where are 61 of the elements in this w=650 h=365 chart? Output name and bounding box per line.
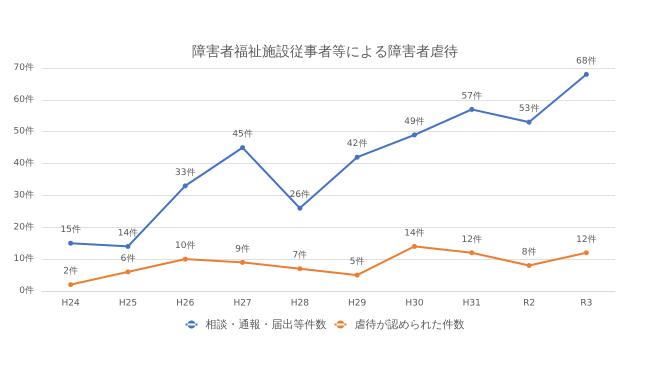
x-tick-label: H25 — [118, 298, 138, 308]
data-label: 14件 — [118, 227, 138, 238]
point — [125, 269, 130, 274]
point — [182, 183, 188, 188]
point — [469, 250, 474, 256]
y-tick-label: 20件 — [14, 221, 34, 232]
point — [526, 263, 532, 268]
x-tick-label: H28 — [290, 298, 310, 308]
x-tick-label: H29 — [348, 298, 367, 308]
data-label: 53件 — [518, 103, 540, 114]
point — [297, 266, 302, 272]
data-label: 2件 — [63, 266, 78, 277]
point — [526, 120, 532, 125]
data-label: 15件 — [60, 224, 81, 236]
data-label: 12件 — [576, 234, 597, 245]
x-tick-label: R3 — [580, 298, 592, 308]
x-tick-label: H27 — [233, 298, 252, 308]
data-label: 42件 — [346, 138, 368, 150]
data-label: 45件 — [232, 128, 253, 140]
point — [412, 244, 417, 249]
point — [240, 145, 246, 150]
y-tick-label: 0件 — [19, 285, 34, 296]
data-label: 7件 — [292, 250, 308, 261]
point — [584, 250, 589, 256]
data-label: 6件 — [120, 252, 136, 264]
data-label: 9件 — [235, 243, 250, 254]
point — [68, 282, 74, 288]
point — [354, 272, 360, 278]
data-label: 12件 — [462, 234, 482, 245]
legend-label: 虐待が認められた件数 — [354, 318, 464, 331]
y-tick-label: 70件 — [14, 62, 34, 73]
y-tick-label: 60件 — [14, 94, 34, 105]
y-tick-label: 10件 — [14, 253, 34, 264]
point — [469, 106, 474, 112]
point — [584, 72, 589, 77]
point — [354, 154, 360, 160]
data-label: 10件 — [175, 240, 196, 252]
data-label: 33件 — [175, 166, 196, 178]
data-label: 57件 — [462, 90, 482, 102]
data-label: 68件 — [576, 55, 597, 66]
point — [297, 206, 302, 211]
legend-label: 相談・通報・届出等件数 — [206, 318, 326, 331]
x-tick-label: H31 — [462, 298, 481, 308]
point — [182, 256, 188, 262]
data-label: 26件 — [290, 189, 310, 200]
point — [240, 260, 246, 265]
x-tick-label: R2 — [523, 298, 536, 308]
y-tick-label: 40件 — [14, 158, 34, 169]
x-tick-label: H26 — [176, 298, 195, 308]
data-label: 14件 — [404, 227, 425, 238]
data-label: 8件 — [522, 246, 536, 258]
data-label: 5件 — [350, 256, 365, 268]
x-tick-label: H30 — [405, 298, 424, 308]
y-tick-label: 30件 — [14, 189, 34, 200]
chart-title: 障害者福祉施設従事者等による障害者虐待 — [192, 44, 458, 60]
y-tick-label: 50件 — [14, 126, 34, 137]
point — [412, 132, 417, 138]
x-tick-label: H24 — [62, 298, 80, 308]
data-label: 49件 — [404, 116, 425, 127]
point — [125, 244, 130, 249]
point — [68, 240, 74, 246]
